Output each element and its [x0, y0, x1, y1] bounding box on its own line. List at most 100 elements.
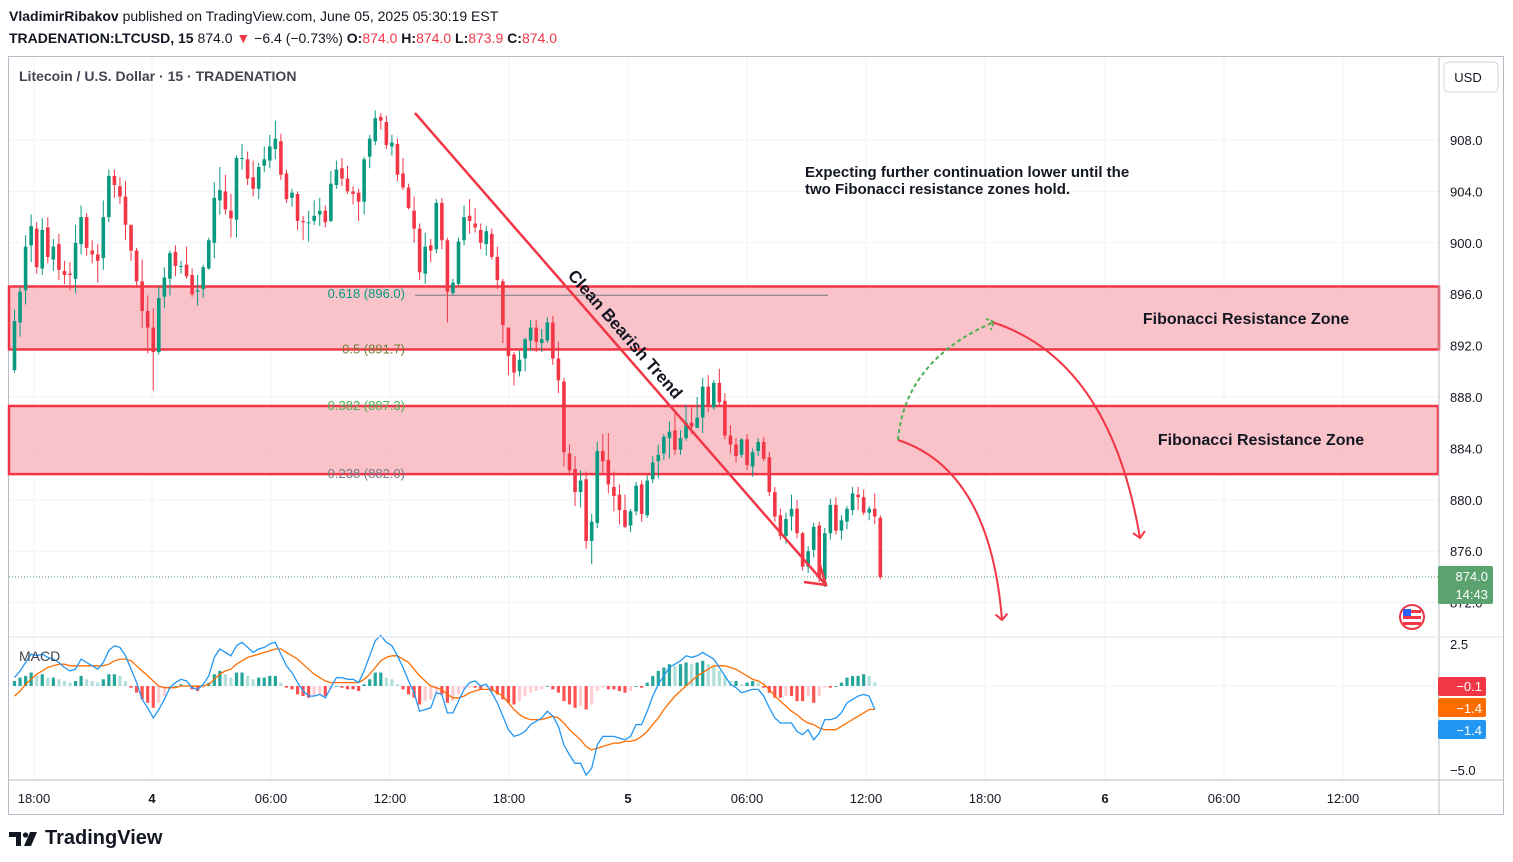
candle-body: [473, 223, 477, 228]
labels: Litecoin / U.S. Dollar · 15 · TRADENATIO…: [19, 68, 1364, 664]
candle-body: [872, 508, 877, 517]
candle-body: [295, 193, 300, 221]
macd-tick-label: −5.0: [1450, 763, 1476, 778]
candle-body: [18, 291, 22, 323]
candle-body: [628, 511, 633, 526]
publish-text: published on TradingView.com, June 05, 2…: [122, 8, 499, 24]
macd-hist-bar: [79, 675, 83, 686]
candle-body: [379, 116, 383, 121]
candle-body: [523, 339, 527, 359]
macd-hist-bar: [395, 684, 400, 686]
macd-hist-bar: [12, 680, 17, 686]
macd-hist-bar: [634, 686, 638, 687]
macd-hist-bar: [706, 664, 710, 686]
x-tick-label: 6: [1101, 791, 1108, 806]
candle-body: [695, 417, 699, 428]
candle-body: [46, 227, 50, 257]
y-tick-label: 880.0: [1450, 493, 1483, 508]
candle-body: [745, 439, 749, 466]
us-flag-icon[interactable]: [1399, 604, 1425, 630]
candle-body: [395, 143, 400, 175]
macd-hist-bar: [839, 682, 844, 686]
bearish-trend-line: [414, 112, 827, 586]
candle-body: [645, 480, 649, 516]
candle-body: [134, 250, 139, 282]
candle-body: [578, 480, 583, 493]
macd-hist-bar: [612, 686, 616, 690]
tradingview-logo-icon: [9, 831, 37, 846]
macd-hist-bar: [357, 686, 361, 692]
candle-body: [778, 515, 783, 536]
macd-hist-bar: [479, 686, 483, 690]
candle-body: [312, 215, 316, 221]
candle-body: [412, 210, 416, 229]
macd-hist-bar: [828, 686, 832, 688]
candle-body: [595, 450, 600, 523]
macd-hist-bar: [667, 664, 671, 686]
macd-hist-bar: [684, 662, 688, 686]
candle-body: [506, 327, 511, 356]
open-value: 874.0: [362, 30, 398, 46]
candle-body: [306, 222, 311, 224]
candle-body: [345, 178, 350, 192]
candle-body: [268, 146, 272, 161]
candle-body: [761, 441, 766, 459]
author-name[interactable]: VladimirRibakov: [9, 8, 119, 24]
candle-body: [662, 436, 666, 454]
macd-hist-bar: [468, 686, 472, 688]
candle-body: [723, 400, 727, 436]
y-tick-label: 904.0: [1450, 184, 1483, 199]
y-tick-label: 896.0: [1450, 287, 1483, 302]
candle-body: [734, 444, 738, 457]
y-tick-label: 888.0: [1450, 390, 1483, 405]
candle-body: [129, 224, 133, 251]
macd-hist-bar: [751, 680, 755, 686]
candle-body: [251, 177, 255, 189]
macd-hist-bar: [373, 672, 377, 686]
macd-hist-bar: [362, 684, 366, 686]
currency-button[interactable]: USD: [1443, 61, 1499, 93]
candle-body: [256, 166, 261, 189]
candle-body: [201, 267, 205, 290]
candle-body: [867, 508, 871, 513]
price-badge-value: 874.0: [1455, 569, 1488, 584]
candle-body: [462, 217, 466, 241]
currency-button-label[interactable]: USD: [1454, 70, 1481, 85]
candle-body: [750, 452, 755, 467]
tradingview-footer[interactable]: TradingView: [9, 827, 162, 850]
candle-body: [478, 229, 483, 243]
macd-hist-bar: [429, 686, 433, 700]
x-tick-label: 12:00: [374, 791, 407, 806]
macd-hist-bar: [595, 686, 599, 692]
candle-body: [29, 226, 33, 246]
macd-hist-bar: [506, 686, 511, 703]
macd-hist-bar: [623, 686, 627, 693]
candle-body: [517, 359, 522, 372]
candle-body: [850, 493, 855, 511]
candle-body: [623, 510, 627, 527]
price-badge-countdown: 14:43: [1455, 587, 1488, 602]
macd-hist-bar: [756, 682, 760, 686]
macd-hist-bar: [562, 686, 566, 702]
macd-hist-bar: [640, 686, 644, 688]
macd-hist-bar: [529, 686, 533, 693]
candle-body: [839, 520, 844, 531]
candle-body: [51, 246, 56, 260]
candle-body: [817, 525, 822, 579]
low-label: L:: [455, 30, 469, 46]
candle-body: [556, 358, 561, 381]
macd-hist-bar: [795, 686, 799, 702]
candle-body: [639, 484, 644, 514]
macd-hist-bar: [834, 686, 838, 687]
macd-hist-bar: [257, 677, 261, 686]
macd-hist-bar: [484, 686, 488, 688]
candle-body: [118, 186, 122, 197]
macd-hist-bar: [406, 686, 411, 695]
macd-hist-bar: [68, 682, 72, 686]
candle-body: [562, 381, 566, 453]
candle-body: [501, 281, 505, 326]
candle-body: [12, 321, 17, 371]
macd-hist-bar: [745, 682, 749, 686]
macd-hist-bar: [651, 675, 655, 686]
